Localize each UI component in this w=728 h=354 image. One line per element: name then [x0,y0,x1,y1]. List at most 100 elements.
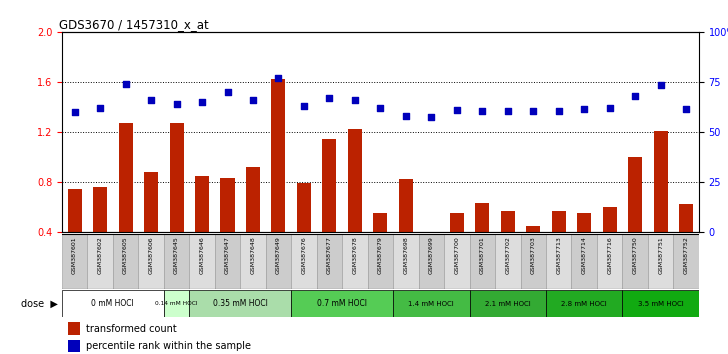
Text: 0 mM HOCl: 0 mM HOCl [92,299,134,308]
Point [273,75,285,81]
Text: 0.14 mM HOCl: 0.14 mM HOCl [155,301,198,306]
Text: 3.5 mM HOCl: 3.5 mM HOCl [638,301,684,307]
Bar [571,234,597,289]
Bar [119,123,132,282]
Bar [603,207,617,282]
Point [400,113,412,119]
Bar [444,234,470,289]
Bar [628,157,642,282]
Bar [470,234,495,289]
Point [146,97,157,103]
Text: GSM387703: GSM387703 [531,236,536,274]
Text: 2.1 mM HOCl: 2.1 mM HOCl [485,301,531,307]
Point [298,103,310,109]
Bar [450,213,464,282]
Text: GSM387601: GSM387601 [72,236,77,274]
Text: GSM387699: GSM387699 [429,236,434,274]
Text: GSM387701: GSM387701 [480,236,485,274]
Text: GSM387646: GSM387646 [199,236,205,274]
Text: GSM387752: GSM387752 [684,236,689,274]
Bar [552,211,566,282]
Bar [348,129,362,282]
Text: GSM387645: GSM387645 [174,236,179,274]
Bar [189,234,215,289]
Text: 1.4 mM HOCl: 1.4 mM HOCl [408,301,454,307]
Point [553,108,565,114]
Bar [317,234,342,289]
Bar [373,213,387,282]
Text: GSM387714: GSM387714 [582,236,587,274]
Bar [68,189,82,282]
Bar [68,340,80,352]
Point [451,107,463,113]
Bar [399,179,413,282]
Bar [246,167,260,282]
Text: GSM387649: GSM387649 [276,236,281,274]
Bar [393,234,419,289]
Text: transformed count: transformed count [86,324,177,333]
Bar [164,234,189,289]
Bar [546,290,622,317]
Bar [240,234,266,289]
Text: 0.7 mM HOCl: 0.7 mM HOCl [317,299,367,308]
Point [171,101,183,107]
Bar [113,234,138,289]
Bar [393,290,470,317]
Text: GSM387750: GSM387750 [633,236,638,274]
Text: GSM387698: GSM387698 [403,236,408,274]
Point [655,82,667,88]
Text: GSM387716: GSM387716 [607,236,612,274]
Bar [144,172,158,282]
Bar [62,234,87,289]
Bar [291,234,317,289]
Bar [622,234,648,289]
Text: GSM387605: GSM387605 [123,236,128,274]
Bar [526,225,540,282]
Text: GSM387676: GSM387676 [301,236,306,274]
Bar [495,234,521,289]
Bar [521,234,546,289]
Text: percentile rank within the sample: percentile rank within the sample [86,341,251,351]
Bar [323,139,336,282]
Text: GSM387713: GSM387713 [556,236,561,274]
Bar [622,290,699,317]
Bar [195,176,209,282]
Point [630,93,641,99]
Text: GSM387702: GSM387702 [505,236,510,274]
Text: GSM387602: GSM387602 [98,236,103,274]
Bar [297,183,311,282]
Bar [221,178,234,282]
Point [528,108,539,114]
Point [604,105,616,111]
Text: GSM387700: GSM387700 [454,236,459,274]
Point [120,81,132,87]
Bar [266,234,291,289]
Point [68,109,81,115]
Bar [470,290,546,317]
Point [681,106,692,112]
Text: 0.35 mM HOCl: 0.35 mM HOCl [213,299,268,308]
Point [95,105,106,111]
Bar [68,322,80,335]
Point [375,105,387,111]
Text: GSM387648: GSM387648 [250,236,256,274]
Point [477,108,488,114]
Bar [342,234,368,289]
Text: GSM387678: GSM387678 [352,236,357,274]
Text: 2.8 mM HOCl: 2.8 mM HOCl [561,301,607,307]
Bar [368,234,393,289]
Bar [93,187,107,282]
Bar [654,131,668,282]
Bar [215,234,240,289]
Text: GSM387647: GSM387647 [225,236,230,274]
Point [349,97,361,103]
Bar [597,234,622,289]
Point [248,97,259,103]
Text: GSM387679: GSM387679 [378,236,383,274]
Bar [189,290,291,317]
Bar [87,234,113,289]
Bar [138,234,164,289]
Bar [170,123,183,282]
Bar [648,234,673,289]
Bar [501,211,515,282]
